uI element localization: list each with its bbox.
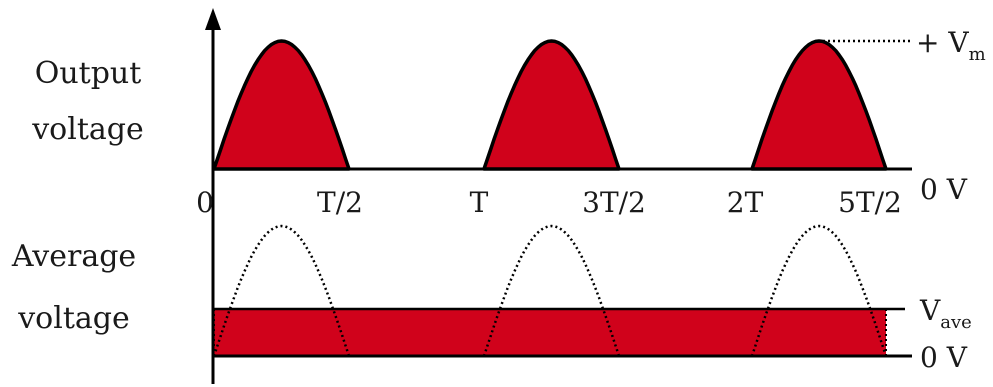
peak-level-label: + Vm bbox=[916, 26, 986, 65]
peak-level-prefix: + V bbox=[916, 26, 969, 59]
output-voltage-label-line1: Output bbox=[35, 56, 142, 91]
average-band-fill bbox=[214, 309, 886, 356]
average-voltage-label-line1: Average bbox=[11, 239, 136, 274]
dotted-envelope-2 bbox=[482, 224, 621, 357]
output-pulse-2 bbox=[482, 39, 621, 171]
tick-label-2t: 2T bbox=[727, 186, 764, 219]
average-level-label: Vave bbox=[919, 294, 972, 333]
output-pulse-1 bbox=[212, 39, 351, 171]
tick-label-3t-half: 3T/2 bbox=[582, 186, 646, 219]
output-pulse-3 bbox=[750, 39, 888, 171]
average-level-subscript: ave bbox=[940, 312, 972, 333]
output-voltage-pulses bbox=[212, 39, 888, 171]
dotted-envelope-1 bbox=[212, 224, 351, 357]
output-voltage-label-line2: voltage bbox=[31, 112, 144, 147]
average-voltage-label-line2: voltage bbox=[17, 301, 130, 336]
tick-label-5t-half: 5T/2 bbox=[838, 186, 902, 219]
zero-level-label-top: 0 V bbox=[920, 173, 968, 206]
peak-level-subscript: m bbox=[969, 44, 986, 65]
average-voltage-envelopes bbox=[212, 224, 888, 357]
tick-label-t: T bbox=[470, 186, 489, 219]
vertical-axis-arrowhead bbox=[205, 8, 221, 30]
dotted-envelope-3 bbox=[750, 224, 888, 357]
average-level-prefix: V bbox=[919, 294, 941, 327]
zero-level-label-bottom: 0 V bbox=[920, 341, 968, 374]
tick-label-0: 0 bbox=[196, 186, 214, 219]
average-voltage-band bbox=[214, 309, 886, 356]
tick-label-t-half: T/2 bbox=[317, 186, 363, 219]
